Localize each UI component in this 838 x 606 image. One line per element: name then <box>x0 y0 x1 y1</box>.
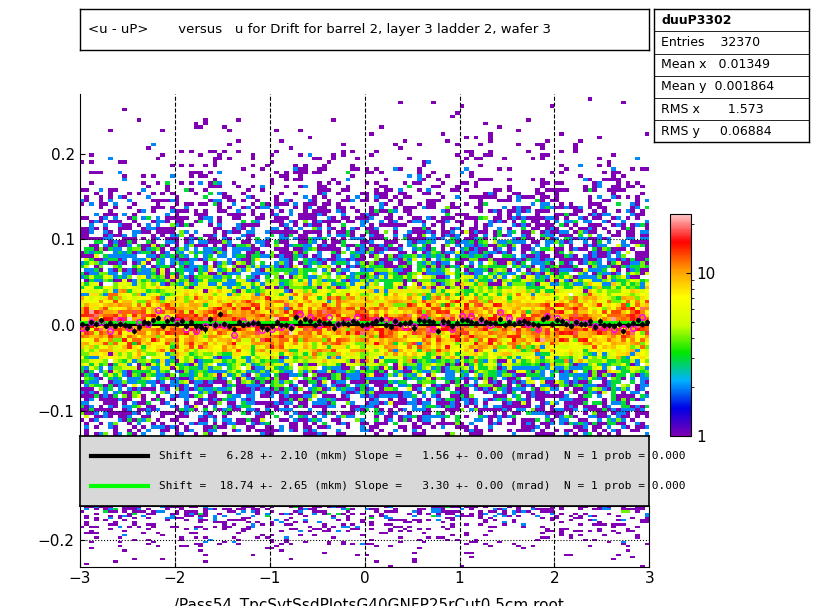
Text: Mean y  0.001864: Mean y 0.001864 <box>661 81 774 93</box>
Text: Shift =  18.74 +- 2.65 (mkm) Slope =   3.30 +- 0.00 (mrad)  N = 1 prob = 0.000: Shift = 18.74 +- 2.65 (mkm) Slope = 3.30… <box>159 482 685 491</box>
Text: duuP3302: duuP3302 <box>661 14 732 27</box>
X-axis label: ../Pass54_TpcSvtSsdPlotsG40GNFP25rCut0.5cm.root: ../Pass54_TpcSvtSsdPlotsG40GNFP25rCut0.5… <box>164 598 565 606</box>
Text: Mean x   0.01349: Mean x 0.01349 <box>661 58 770 71</box>
Text: Entries    32370: Entries 32370 <box>661 36 761 49</box>
Text: <u - uP>       versus   u for Drift for barrel 2, layer 3 ladder 2, wafer 3: <u - uP> versus u for Drift for barrel 2… <box>88 23 551 36</box>
Text: Shift =   6.28 +- 2.10 (mkm) Slope =   1.56 +- 0.00 (mrad)  N = 1 prob = 0.000: Shift = 6.28 +- 2.10 (mkm) Slope = 1.56 … <box>159 451 685 461</box>
Text: RMS x       1.573: RMS x 1.573 <box>661 102 764 116</box>
Text: RMS y     0.06884: RMS y 0.06884 <box>661 125 772 138</box>
